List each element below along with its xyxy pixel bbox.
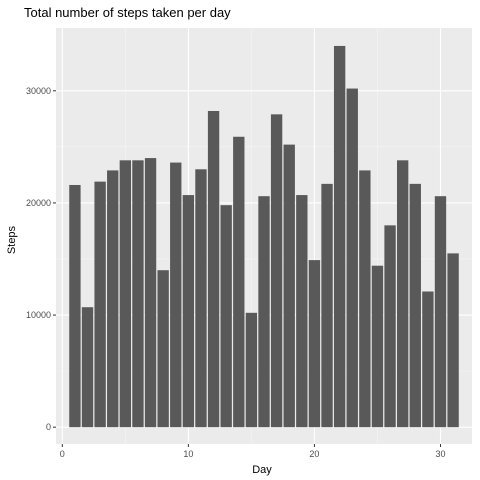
bar-day-8 <box>157 270 169 428</box>
bar-day-9 <box>170 162 182 428</box>
bar-day-24 <box>359 170 371 428</box>
bar-day-29 <box>422 291 434 428</box>
bar-day-20 <box>308 260 321 428</box>
bar-day-28 <box>409 183 421 428</box>
y-tick-label: 20000 <box>26 198 51 208</box>
bar-day-2 <box>81 307 94 428</box>
x-tick-label: 30 <box>435 449 445 459</box>
bar-day-5 <box>119 160 132 428</box>
bar-day-27 <box>396 160 409 428</box>
x-tick-label: 20 <box>309 449 319 459</box>
bar-day-19 <box>296 195 308 428</box>
y-axis-title: Steps <box>6 225 18 254</box>
bar-day-7 <box>144 158 157 428</box>
bar-day-25 <box>371 265 384 428</box>
y-tick-label: 10000 <box>26 310 51 320</box>
x-tick-label: 10 <box>183 449 193 459</box>
y-tick-label: 0 <box>46 422 51 432</box>
bar-day-10 <box>182 195 195 428</box>
bar-day-4 <box>107 170 119 428</box>
bar-day-22 <box>333 45 346 428</box>
bar-day-1 <box>69 184 81 428</box>
bar-day-23 <box>346 88 358 428</box>
bar-day-30 <box>434 196 447 428</box>
bar-day-15 <box>245 312 258 428</box>
bar-day-6 <box>132 160 144 428</box>
x-tick-label: 0 <box>60 449 65 459</box>
bar-day-21 <box>321 183 333 428</box>
bar-day-12 <box>207 110 220 428</box>
x-axis-ticks: 0 10 20 30 <box>60 444 445 459</box>
bars <box>69 45 459 428</box>
bar-day-18 <box>283 144 295 428</box>
bar-day-16 <box>258 196 270 428</box>
bar-day-14 <box>233 136 245 428</box>
bar-day-17 <box>270 114 283 428</box>
chart-title: Total number of steps taken per day <box>24 5 231 20</box>
x-axis-title: Day <box>252 464 272 476</box>
bar-day-31 <box>447 253 459 428</box>
y-axis-ticks: 0 10000 20000 30000 <box>26 86 56 432</box>
bar-day-3 <box>94 181 106 428</box>
bar-day-13 <box>220 205 232 428</box>
bar-day-11 <box>195 169 207 428</box>
y-tick-label: 30000 <box>26 86 51 96</box>
bar-day-26 <box>384 225 396 428</box>
